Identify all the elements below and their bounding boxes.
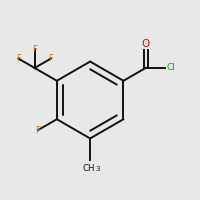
Text: O: O (142, 39, 150, 49)
Text: CH: CH (83, 164, 95, 173)
Text: F: F (32, 45, 37, 54)
Text: F: F (48, 54, 53, 63)
Text: F: F (35, 126, 41, 135)
Text: 3: 3 (95, 166, 100, 172)
Text: F: F (16, 54, 21, 63)
Text: Cl: Cl (166, 63, 175, 72)
